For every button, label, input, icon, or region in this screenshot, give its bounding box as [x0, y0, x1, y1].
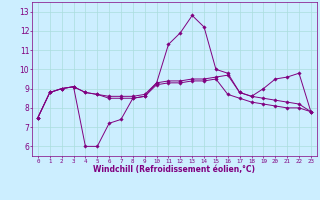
X-axis label: Windchill (Refroidissement éolien,°C): Windchill (Refroidissement éolien,°C)	[93, 165, 255, 174]
